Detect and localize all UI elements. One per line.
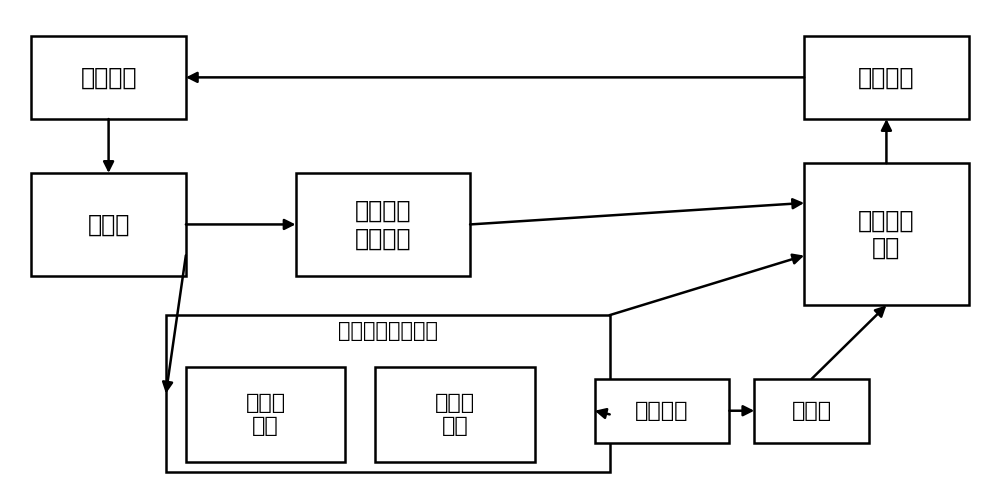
Bar <box>296 173 470 276</box>
Bar <box>804 35 969 119</box>
Text: 光电多波
长探测器: 光电多波 长探测器 <box>355 199 411 250</box>
Text: 电弧炉: 电弧炉 <box>87 212 130 237</box>
Bar <box>754 379 869 443</box>
Text: 监测终端: 监测终端 <box>858 66 915 89</box>
Text: 经验库: 经验库 <box>792 401 832 421</box>
Bar <box>375 367 535 462</box>
Text: 信息处理
单元: 信息处理 单元 <box>858 209 915 260</box>
Text: 控制系统: 控制系统 <box>80 66 137 89</box>
Bar <box>595 379 729 443</box>
Text: 高速摄
像机: 高速摄 像机 <box>435 393 475 436</box>
Text: 专家经验: 专家经验 <box>635 401 689 421</box>
Bar <box>166 315 610 472</box>
Bar <box>31 173 186 276</box>
Bar <box>804 163 969 305</box>
Bar <box>186 367 345 462</box>
Text: 双色分
光器: 双色分 光器 <box>246 393 286 436</box>
Bar <box>31 35 186 119</box>
Text: 视觉双色测温系统: 视觉双色测温系统 <box>338 321 438 341</box>
